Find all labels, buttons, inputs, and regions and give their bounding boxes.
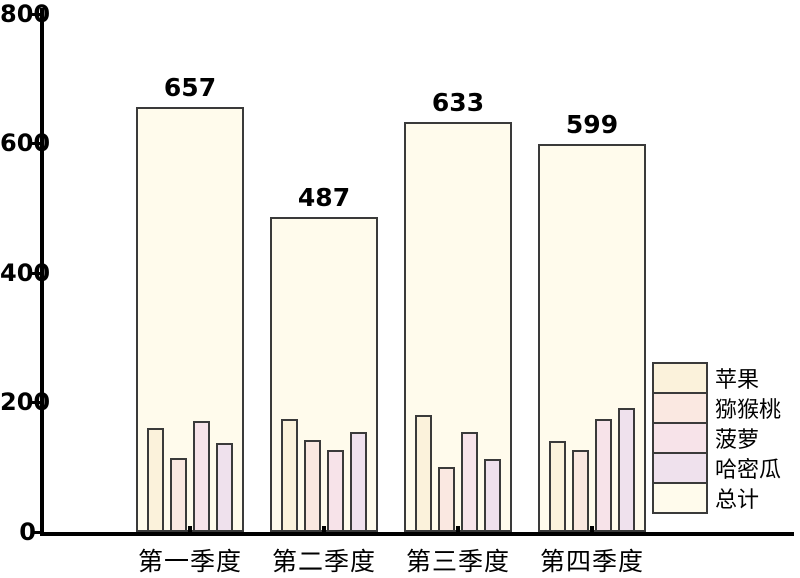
- legend-label: 苹果: [715, 368, 760, 393]
- fruit-bar: [193, 421, 210, 532]
- y-axis-spine: [40, 8, 44, 536]
- legend: 苹果猕猴桃菠萝哈密瓜总计: [652, 362, 781, 514]
- y-tick-label: 200: [0, 388, 51, 416]
- total-bar-value-label: 657: [163, 73, 217, 102]
- legend-swatch: [652, 452, 708, 484]
- y-tick-mark: [32, 142, 40, 145]
- x-category-label: 第四季度: [539, 547, 644, 576]
- fruit-bar: [484, 459, 501, 532]
- legend-label: 哈密瓜: [715, 458, 782, 483]
- fruit-bar: [170, 458, 187, 532]
- x-category-label: 第二季度: [271, 547, 376, 576]
- fruit-bar: [572, 450, 589, 532]
- x-axis-spine: [40, 532, 794, 536]
- legend-label: 猕猴桃: [715, 398, 782, 423]
- x-tick-mark: [456, 526, 460, 532]
- y-tick-label: 600: [0, 129, 51, 157]
- fruit-bar: [618, 408, 635, 532]
- y-tick-label: 800: [0, 0, 51, 28]
- fruit-bar: [350, 432, 367, 532]
- legend-swatch: [652, 392, 708, 424]
- x-tick-mark: [188, 526, 192, 532]
- legend-row: 菠萝: [652, 422, 781, 454]
- legend-row: 哈密瓜: [652, 452, 781, 484]
- fruit-bar: [281, 419, 298, 532]
- y-tick-label: 400: [0, 259, 51, 287]
- fruit-bar: [147, 428, 164, 532]
- legend-swatch: [652, 422, 708, 454]
- legend-label: 菠萝: [715, 428, 760, 453]
- total-bar-value-label: 487: [297, 183, 351, 212]
- fruit-bar: [461, 432, 478, 532]
- fruit-bar: [216, 443, 233, 532]
- y-tick-mark: [32, 531, 40, 534]
- fruit-bar: [549, 441, 566, 532]
- fruit-bar: [438, 467, 455, 532]
- total-bar-value-label: 599: [565, 110, 619, 139]
- y-tick-label: 0: [19, 518, 36, 546]
- legend-swatch: [652, 362, 708, 394]
- legend-row: 总计: [652, 482, 781, 514]
- fruit-bar: [595, 419, 612, 532]
- fruit-bar: [304, 440, 321, 532]
- y-tick-mark: [32, 272, 40, 275]
- x-category-label: 第三季度: [405, 547, 510, 576]
- y-tick-mark: [32, 13, 40, 16]
- legend-row: 苹果: [652, 362, 781, 394]
- legend-swatch: [652, 482, 708, 514]
- fruit-bar: [327, 450, 344, 532]
- x-tick-mark: [590, 526, 594, 532]
- y-tick-mark: [32, 401, 40, 404]
- legend-row: 猕猴桃: [652, 392, 781, 424]
- legend-label: 总计: [715, 488, 760, 513]
- x-category-label: 第一季度: [137, 547, 242, 576]
- total-bar-value-label: 633: [431, 88, 485, 117]
- fruit-bar: [415, 415, 432, 532]
- x-tick-mark: [322, 526, 326, 532]
